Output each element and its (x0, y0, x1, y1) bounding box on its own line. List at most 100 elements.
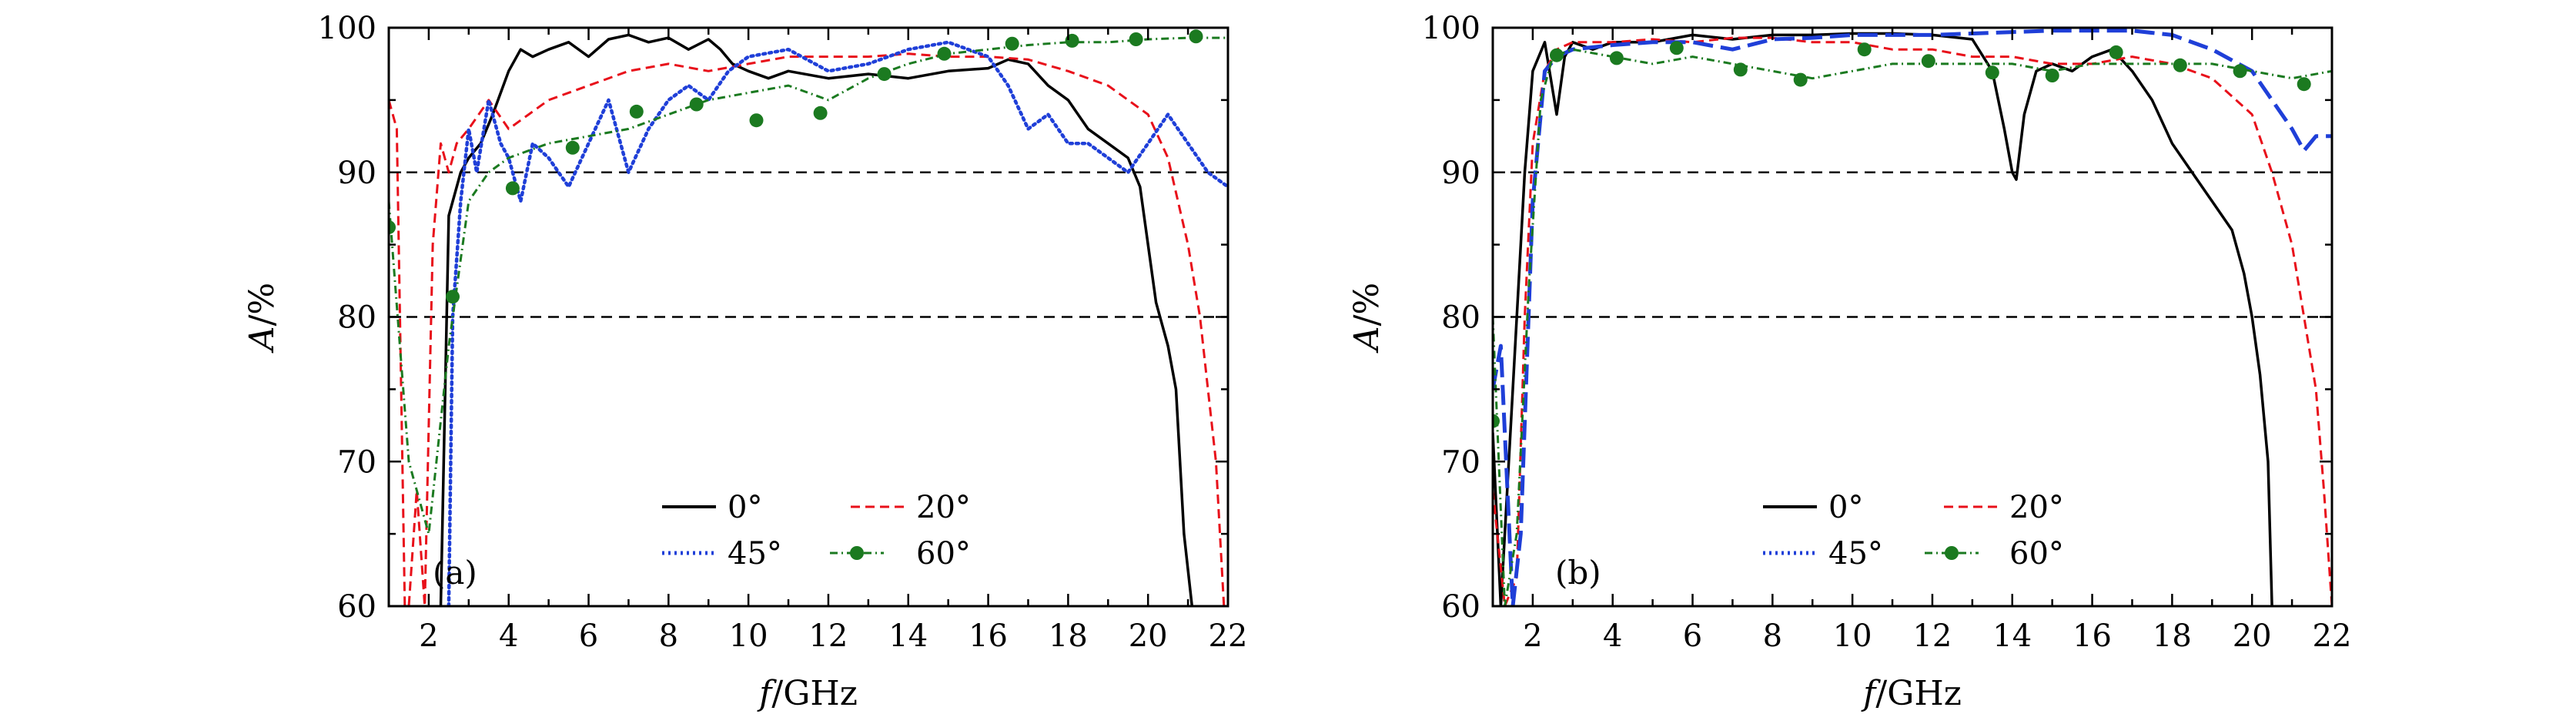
series-marker-60deg (2297, 77, 2311, 92)
series-marker-60deg (749, 113, 764, 128)
x-tick-label: 12 (1912, 618, 1952, 654)
x-tick-label: 20 (1129, 618, 1168, 654)
series-marker-60deg (629, 104, 644, 119)
series-layer (1493, 28, 2332, 606)
series-marker-60deg (1921, 54, 1935, 69)
y-tick-label: 100 (1422, 11, 1480, 46)
x-axis-label: f/GHz (757, 674, 858, 713)
legend: 0° 20° 45° 60° (662, 490, 971, 571)
x-tick-label: 18 (2153, 618, 2192, 654)
x-axis-label: f/GHz (1861, 674, 1962, 713)
x-tick-label: 18 (1049, 618, 1088, 654)
y-tick-label: 60 (1441, 589, 1480, 625)
series-line-20deg (1493, 36, 2332, 606)
y-tick-label: 100 (318, 11, 376, 46)
legend-label-0deg: 0° (1828, 490, 1863, 525)
series-marker-60deg (565, 140, 580, 155)
x-tick-label: 10 (1833, 618, 1872, 654)
y-tick-label: 70 (1441, 444, 1480, 480)
series-marker-60deg (389, 220, 396, 235)
x-tick-label: 22 (2313, 618, 2352, 654)
series-marker-60deg (446, 290, 460, 304)
series-line-45deg (447, 40, 1228, 606)
x-tick-label: 16 (969, 618, 1008, 654)
series-line-60deg (1493, 48, 2332, 606)
series-line-0deg (1493, 32, 2273, 606)
x-tick-label: 4 (1603, 618, 1622, 654)
x-tick-label: 22 (1209, 618, 1248, 654)
legend-label-45deg: 45° (728, 536, 782, 571)
legend-label-60deg: 60° (916, 536, 971, 571)
legend-label-0deg: 0° (728, 490, 762, 525)
series-layer (389, 29, 1228, 606)
x-tick-label: 8 (1763, 618, 1782, 654)
series-marker-60deg (1669, 41, 1684, 55)
axis-ticks (1491, 26, 2333, 608)
y-tick-label: 70 (337, 444, 376, 480)
x-tick-label: 6 (579, 618, 598, 654)
legend: 0° 20° 45° 60° (1763, 490, 2064, 571)
series-line-0deg (439, 33, 1194, 606)
series-marker-60deg (2109, 45, 2123, 59)
y-axis-label-unit: /% (1347, 283, 1387, 327)
series-marker-60deg (1609, 51, 1624, 65)
y-axis-label-var: A (1347, 326, 1387, 354)
y-axis-label: A/% (243, 283, 282, 354)
legend-marker-60deg (1945, 546, 1959, 560)
legend-label-20deg: 20° (2009, 490, 2064, 525)
series-marker-60deg (1857, 42, 1872, 57)
y-axis-label-var: A (243, 326, 282, 354)
x-tick-label: 6 (1683, 618, 1702, 654)
y-tick-label: 90 (1441, 156, 1480, 191)
x-tick-label: 14 (888, 618, 928, 654)
series-marker-60deg (937, 46, 952, 61)
series-marker-60deg (505, 181, 520, 196)
panel-tag: (b) (1555, 554, 1601, 592)
legend-label-20deg: 20° (916, 490, 971, 525)
x-tick-label: 2 (1523, 618, 1542, 654)
series-marker-60deg (689, 97, 704, 112)
x-tick-label: 20 (2233, 618, 2272, 654)
x-tick-label: 12 (808, 618, 848, 654)
legend-label-45deg: 45° (1828, 536, 1883, 571)
x-tick-label: 8 (659, 618, 678, 654)
series-marker-60deg (1550, 48, 1564, 62)
y-tick-label: 80 (337, 300, 376, 336)
series-marker-60deg (877, 67, 892, 82)
y-axis-label-unit: /% (243, 283, 282, 327)
series-line-20deg (389, 52, 1226, 606)
x-axis-label-unit: /GHz (771, 674, 858, 713)
y-tick-label: 90 (337, 156, 376, 191)
y-axis-label: A/% (1347, 283, 1387, 354)
panel-tag: (a) (433, 554, 477, 592)
x-tick-label: 14 (1992, 618, 2032, 654)
series-line-60deg (389, 36, 1228, 535)
series-marker-60deg (1985, 65, 1999, 80)
legend-label-60deg: 60° (2009, 536, 2064, 571)
x-axis-label-unit: /GHz (1875, 674, 1962, 713)
series-marker-60deg (813, 106, 828, 120)
series-line-45deg (1493, 28, 2332, 606)
reference-lines (389, 171, 1228, 318)
series-marker-60deg (1189, 29, 1203, 44)
y-tick-label: 80 (1441, 300, 1480, 336)
series-marker-60deg (1793, 72, 1808, 87)
series-marker-60deg (1493, 414, 1500, 428)
tick-labels: 2 4 6 8 10 12 14 16 18 20 22 60 70 80 90 100 (1422, 11, 2352, 654)
series-marker-60deg (1129, 32, 1143, 46)
series-marker-60deg (2233, 64, 2247, 79)
x-tick-label: 16 (2073, 618, 2112, 654)
legend-marker-60deg (850, 546, 864, 560)
tick-labels: 2 4 6 8 10 12 14 16 18 20 22 60 70 80 90 100 (318, 11, 1248, 654)
x-tick-label: 4 (499, 618, 518, 654)
series-marker-60deg (1005, 36, 1019, 51)
series-marker-60deg (2045, 69, 2059, 82)
x-tick-label: 2 (419, 618, 438, 654)
x-tick-label: 10 (729, 618, 768, 654)
axis-ticks (387, 26, 1229, 608)
series-marker-60deg (1733, 62, 1748, 77)
